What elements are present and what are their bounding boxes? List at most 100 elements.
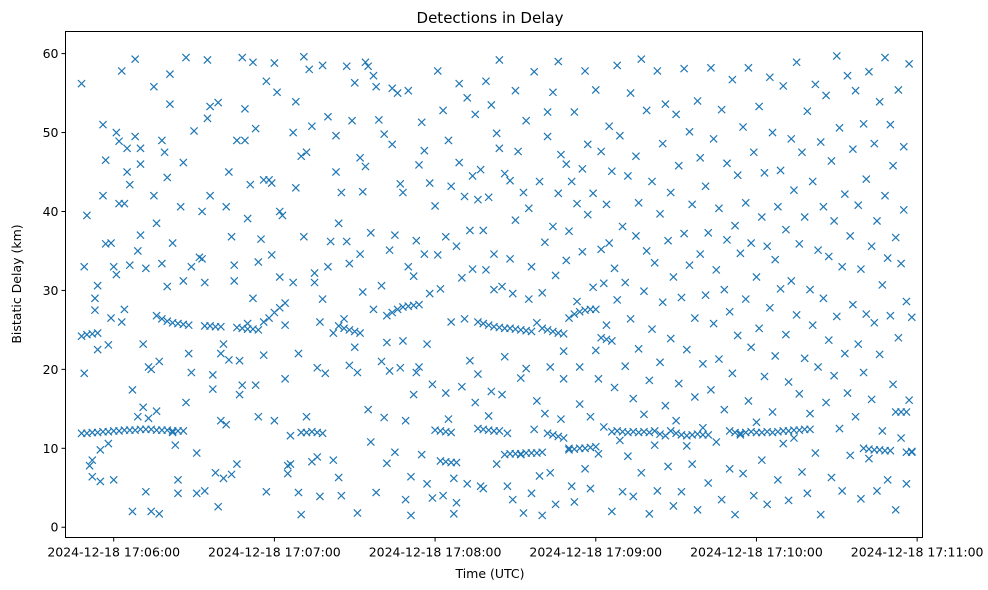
data-point (310, 269, 319, 278)
data-point (522, 116, 531, 125)
data-point (230, 261, 239, 270)
data-point (674, 161, 683, 170)
data-point (441, 389, 450, 398)
data-point (498, 390, 507, 399)
data-point (345, 361, 354, 370)
data-point (797, 467, 807, 477)
data-point (270, 416, 279, 425)
data-point (556, 150, 565, 159)
data-point (613, 295, 622, 304)
data-point (527, 262, 536, 271)
data-point (787, 134, 796, 143)
data-point (353, 368, 362, 377)
data-point (870, 139, 879, 148)
data-point (468, 265, 477, 274)
data-point (310, 278, 319, 287)
data-point (773, 202, 782, 211)
data-point (147, 507, 156, 516)
data-point (755, 324, 764, 333)
data-point (447, 428, 456, 437)
data-point (340, 324, 349, 333)
data-point (527, 489, 536, 498)
data-point (685, 127, 694, 136)
data-point (872, 486, 881, 495)
data-point (599, 279, 608, 288)
data-point (452, 242, 461, 251)
data-point (867, 242, 876, 251)
data-point (736, 430, 745, 439)
data-point (423, 479, 432, 488)
data-point (704, 479, 713, 488)
data-point (883, 475, 892, 484)
data-point (358, 187, 367, 196)
data-point (722, 235, 732, 244)
data-point (591, 305, 600, 314)
data-point (840, 190, 849, 199)
data-point (492, 460, 501, 469)
data-point (575, 400, 584, 409)
data-point (581, 464, 590, 473)
series-track-12km (77, 425, 815, 440)
data-point (765, 303, 774, 312)
data-point (551, 271, 560, 280)
data-point (889, 380, 898, 389)
data-point (645, 376, 654, 385)
data-point (500, 352, 509, 361)
data-point (498, 282, 507, 291)
data-point (693, 505, 702, 514)
data-point (342, 237, 351, 246)
data-point (414, 160, 424, 169)
data-point (404, 262, 413, 271)
data-point (752, 418, 761, 427)
data-point (629, 394, 638, 403)
data-point (634, 198, 643, 207)
data-point (623, 171, 632, 180)
data-point (728, 369, 737, 378)
data-point (886, 446, 895, 455)
data-point (749, 148, 758, 157)
data-point (594, 449, 603, 458)
data-point (123, 144, 132, 153)
data-point (543, 429, 552, 438)
data-point (481, 77, 490, 86)
data-point (361, 58, 370, 67)
data-point (819, 202, 828, 211)
data-point (891, 505, 900, 514)
data-point (139, 340, 148, 349)
data-point (591, 442, 600, 451)
data-point (768, 128, 777, 137)
data-point (313, 452, 322, 462)
data-point (222, 202, 231, 211)
data-point (93, 329, 102, 338)
data-point (377, 357, 386, 366)
data-point (626, 314, 635, 323)
data-point (605, 239, 614, 248)
data-point (147, 365, 156, 374)
data-point (369, 71, 378, 80)
data-point (428, 380, 437, 389)
data-point (361, 162, 370, 171)
data-point (179, 276, 188, 285)
data-point (165, 70, 174, 79)
data-point (471, 110, 480, 119)
data-point (128, 385, 137, 394)
data-point (658, 139, 667, 148)
data-point (570, 310, 579, 319)
data-point (591, 346, 600, 355)
data-point (559, 347, 568, 356)
data-point (382, 311, 391, 320)
data-point (672, 416, 681, 425)
data-point (805, 285, 815, 294)
data-point (297, 510, 306, 519)
data-point (854, 201, 863, 210)
data-point (666, 334, 675, 343)
data-point (846, 451, 855, 460)
data-point (878, 280, 887, 289)
data-point (398, 188, 407, 197)
data-point (90, 306, 99, 315)
data-point (452, 498, 461, 507)
data-point (516, 450, 525, 459)
data-point (556, 415, 565, 424)
data-point (543, 132, 552, 141)
